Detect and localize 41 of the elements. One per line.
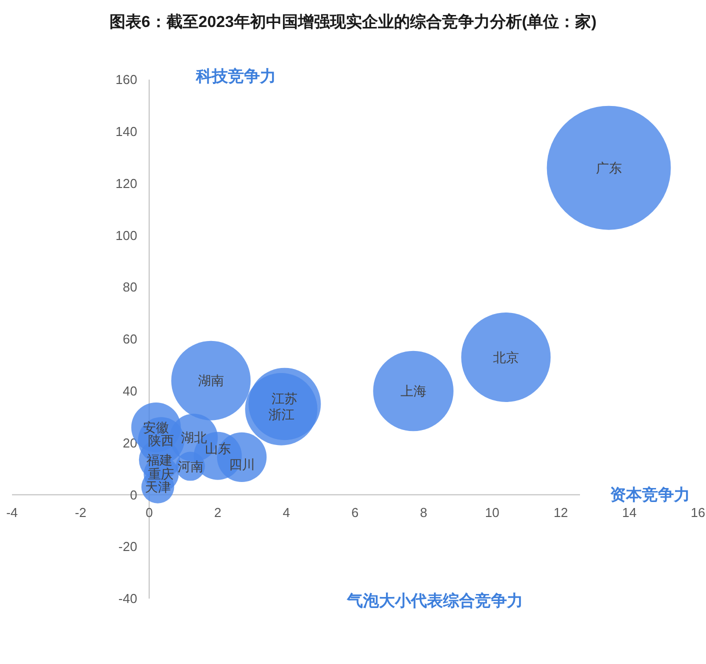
x-tick: 4 <box>282 504 290 520</box>
y-tick: 120 <box>116 176 138 191</box>
y-tick: 160 <box>116 72 138 88</box>
x-tick: 8 <box>420 504 428 520</box>
x-tick: 0 <box>146 504 153 520</box>
series-label: 四川 <box>228 457 255 472</box>
series-label: 山东 <box>204 441 231 456</box>
x-tick: 12 <box>554 504 568 520</box>
title: 图表6：截至2023年初中国增强现实企业的综合竞争力分析(单位：家) <box>109 14 597 31</box>
y-tick: 60 <box>122 332 138 347</box>
series-label: 湖南 <box>198 373 224 388</box>
x-tick: 2 <box>214 504 222 520</box>
series-label: 重庆 <box>148 466 174 482</box>
y-axis-title: 科技竞争力 <box>196 68 276 86</box>
x-tick: 6 <box>351 504 359 520</box>
x-tick: 10 <box>484 504 500 520</box>
series-label: 上海 <box>400 384 426 398</box>
series-label: 陕西 <box>148 432 174 448</box>
y-tick: -40 <box>118 591 138 606</box>
series-label: 河南 <box>177 458 204 474</box>
x-tick: 14 <box>622 504 637 520</box>
series-label: 广东 <box>596 160 622 176</box>
series-label: 浙江 <box>268 407 294 422</box>
series-label: 天津 <box>144 480 171 495</box>
y-tick: 140 <box>116 124 138 139</box>
y-tick: 100 <box>116 228 138 243</box>
series-label: 福建 <box>146 452 172 468</box>
series-label: 安徽 <box>143 420 170 435</box>
x-axis-title: 资本竞争力 <box>610 486 690 504</box>
annotation: 气泡大小代表综合竞争力 <box>347 593 523 610</box>
y-tick: 40 <box>122 384 138 398</box>
y-tick: -20 <box>118 539 138 554</box>
series-label: 北京 <box>492 350 519 365</box>
y-tick: 0 <box>130 487 138 502</box>
x-tick: -2 <box>74 504 86 520</box>
y-tick: 80 <box>122 280 138 295</box>
y-tick: 20 <box>122 435 138 450</box>
series-label: 湖北 <box>180 430 207 446</box>
x-tick: -4 <box>6 504 18 520</box>
series-label: 江苏 <box>272 391 298 406</box>
x-tick: 16 <box>690 504 706 520</box>
